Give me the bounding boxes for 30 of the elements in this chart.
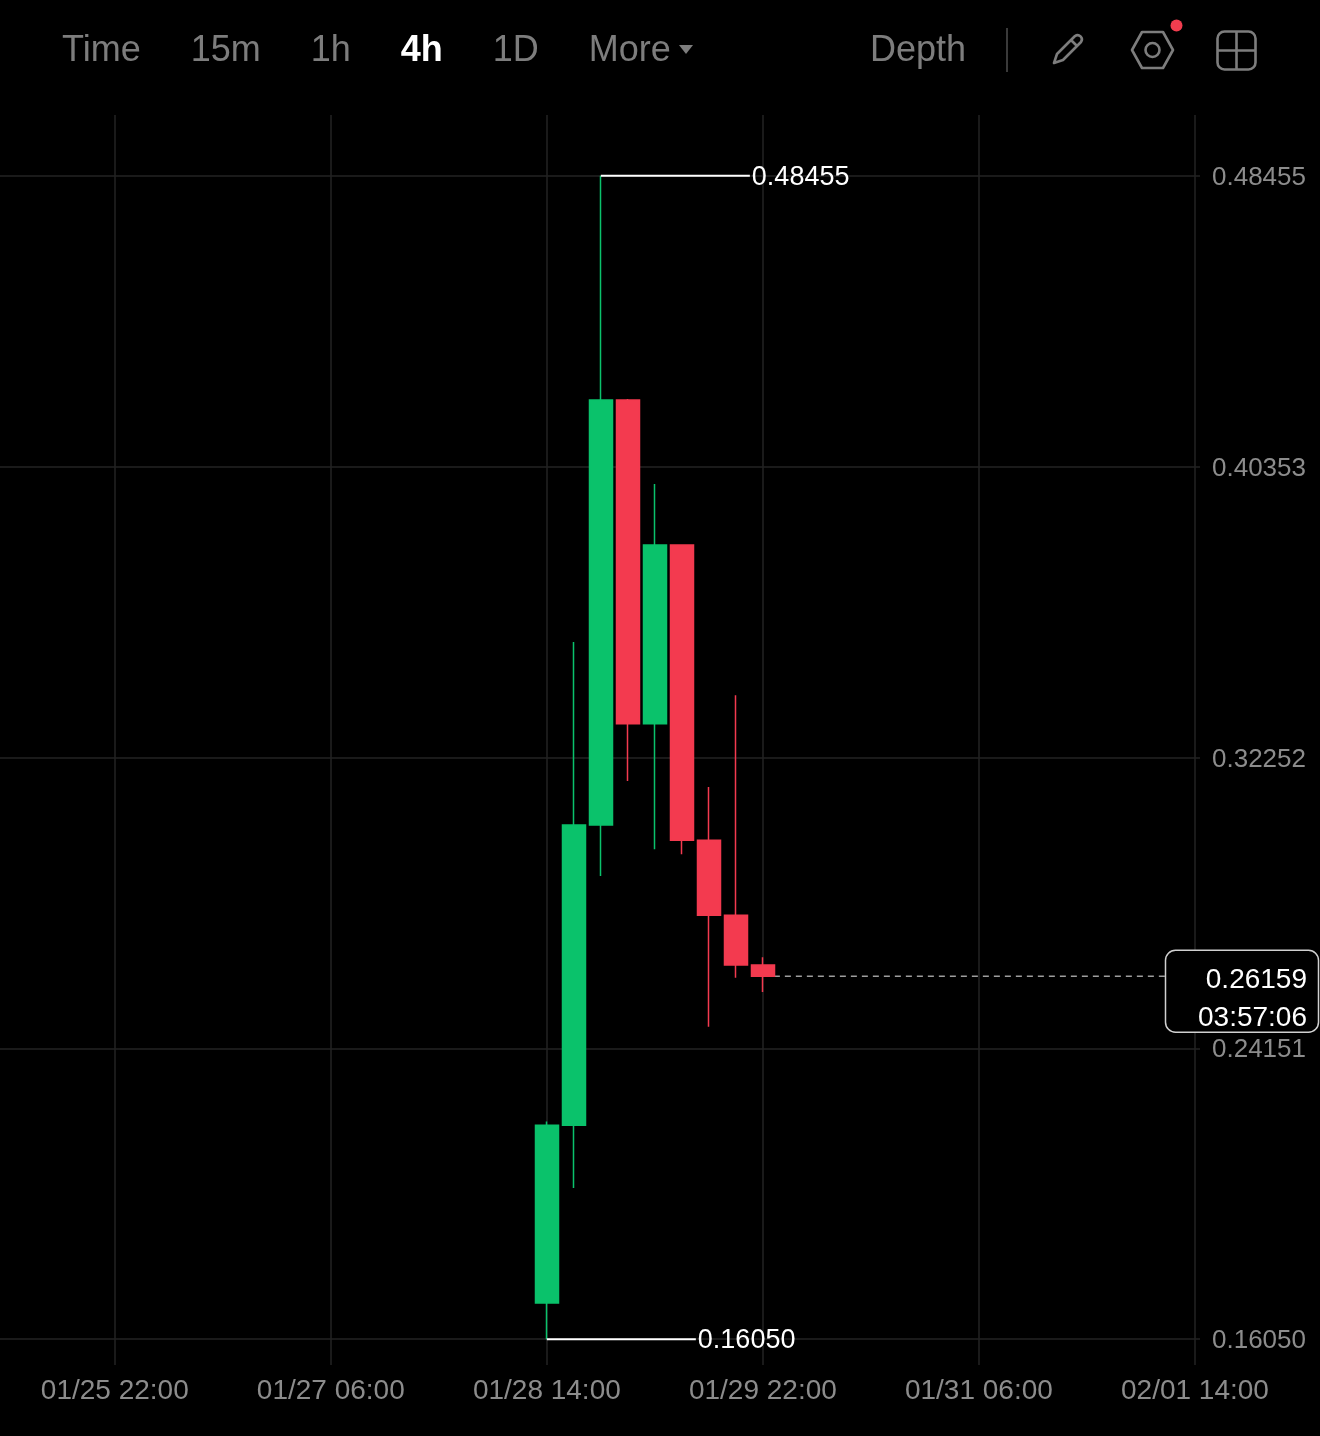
annotation: 0.16050	[697, 1324, 796, 1355]
y-tick-label: 0.16050	[1212, 1324, 1306, 1355]
y-tick-label: 0.40353	[1212, 451, 1306, 482]
x-tick-label: 01/25 22:00	[40, 1373, 189, 1405]
x-tick-label: 01/31 06:00	[904, 1373, 1053, 1405]
text: Time	[62, 28, 141, 69]
x-tick-label: 01/29 22:00	[688, 1373, 837, 1405]
annotation: 0.48455	[751, 160, 850, 191]
candlestick	[534, 1120, 560, 1340]
candlestick	[561, 641, 587, 1189]
x-tick-label: 01/27 06:00	[256, 1373, 405, 1405]
candlestick	[696, 786, 722, 1028]
text: Depth	[870, 28, 967, 69]
candlestick	[750, 956, 776, 993]
text: 4h	[400, 28, 443, 69]
x-tick-label: 01/28 14:00	[472, 1373, 621, 1405]
ref-line-label: 0.26159 03:57:06	[1198, 962, 1307, 1032]
y-tick-label: 0.24151	[1212, 1033, 1306, 1064]
text: 15m	[190, 28, 261, 69]
candlestick	[669, 544, 695, 855]
candlestick	[642, 483, 668, 850]
candlestick	[723, 694, 749, 979]
text: More	[588, 28, 671, 69]
x-tick-label: 02/01 14:00	[1120, 1373, 1269, 1405]
candlestick	[588, 175, 614, 877]
text: 1h	[310, 28, 351, 69]
y-tick-label: 0.32252	[1212, 742, 1306, 773]
text: 1D	[492, 28, 539, 69]
y-tick-label: 0.48455	[1212, 160, 1306, 191]
candlestick	[615, 398, 641, 782]
